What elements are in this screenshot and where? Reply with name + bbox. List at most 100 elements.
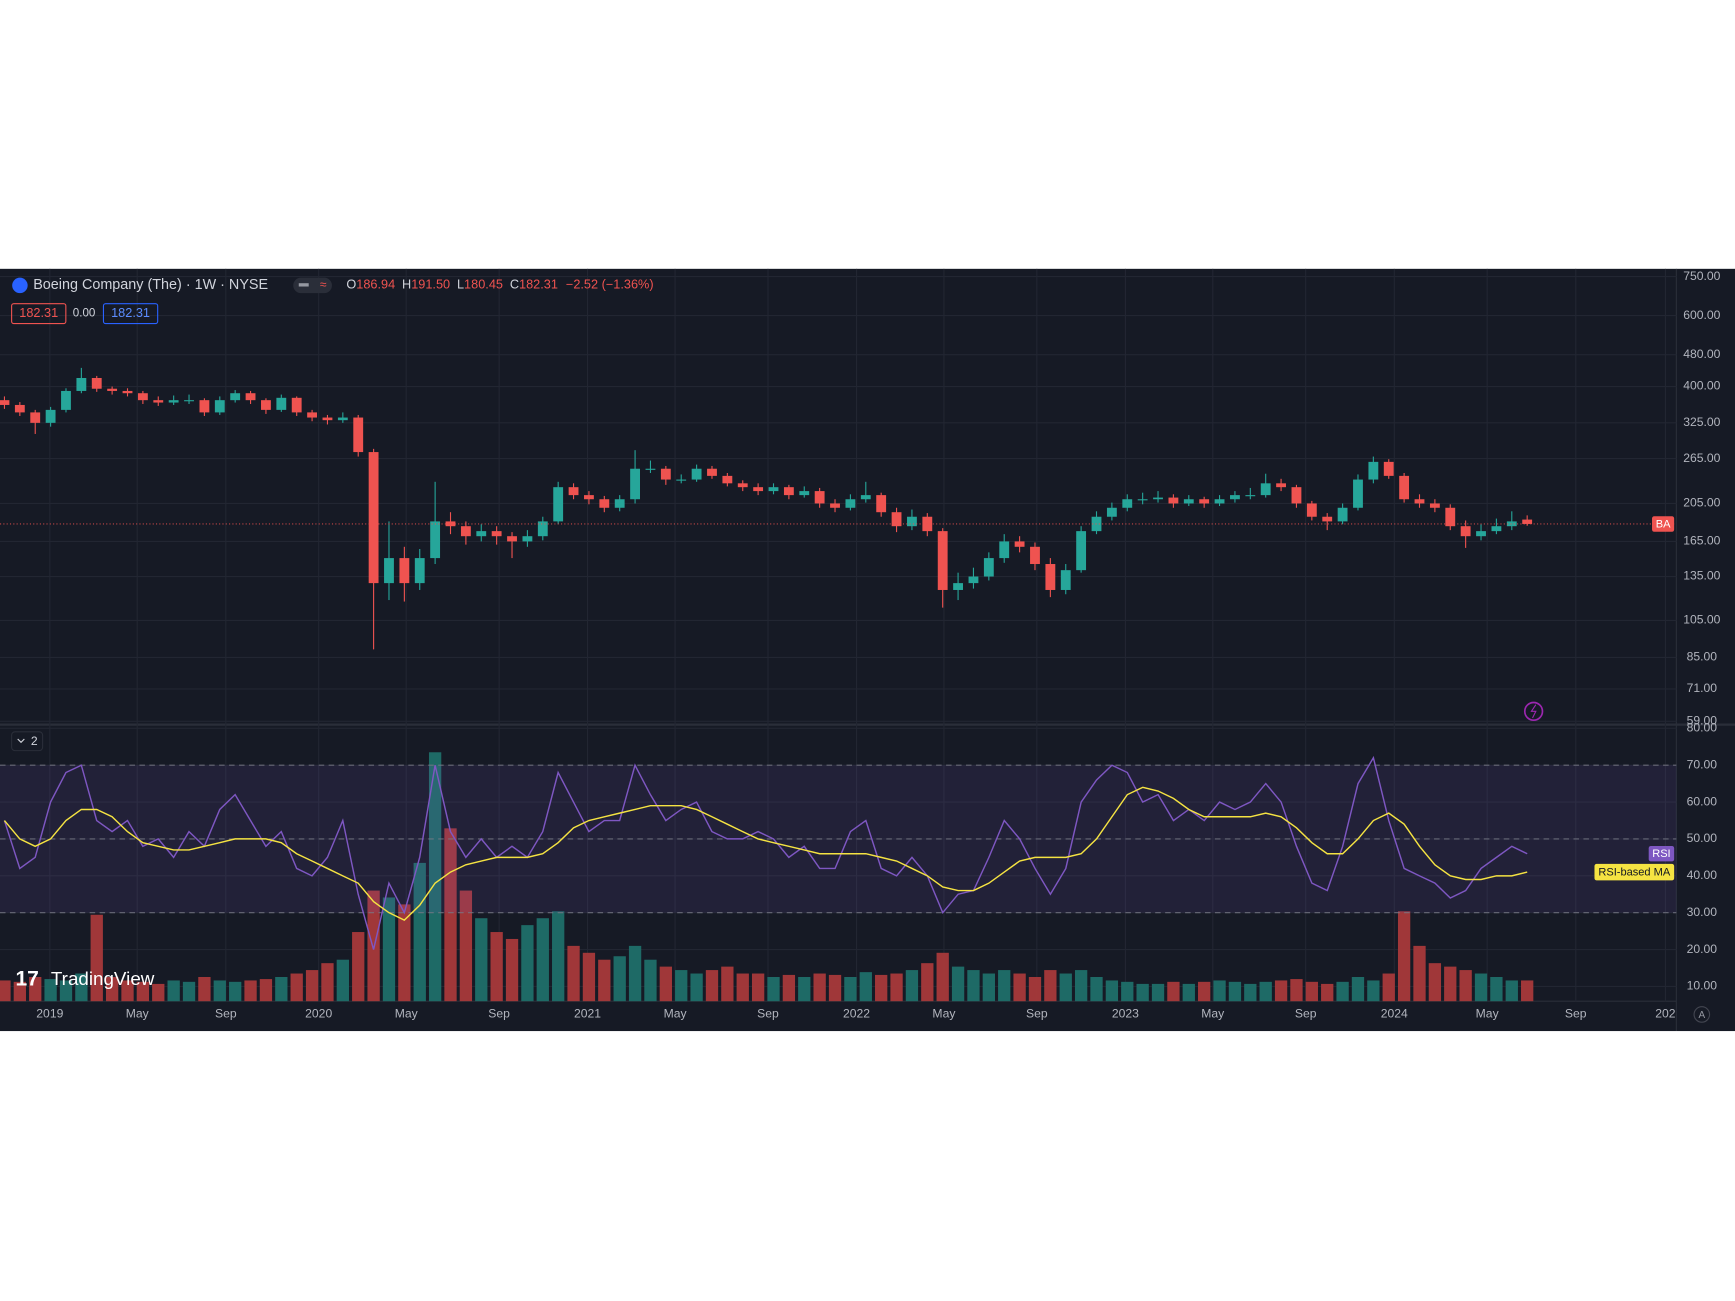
ohlc-value: 191.50 [411, 277, 450, 292]
pane-collapse[interactable] [11, 731, 44, 752]
y-tick-label: 85.00 [1687, 650, 1718, 664]
candle-body [860, 495, 871, 500]
candle-body [337, 417, 348, 421]
x-tick-label: May [932, 1007, 956, 1021]
candle-body [460, 526, 471, 537]
volume-bar [259, 979, 273, 1002]
ohlc-value: 186.94 [356, 277, 395, 292]
candle-body [553, 487, 564, 522]
y-tick-label: 600.00 [1683, 308, 1720, 322]
candle-body [1060, 570, 1071, 590]
candle-body [830, 503, 840, 508]
collapse-arrow [17, 738, 25, 744]
volume-bar [229, 981, 242, 1002]
candle-body [1076, 531, 1087, 571]
volume-bar [352, 932, 365, 1002]
candle-body [430, 521, 441, 559]
ohlc-label: H [402, 277, 411, 292]
volume-bar [613, 956, 626, 1002]
candle-body [522, 536, 533, 542]
volume-bar [1305, 981, 1318, 1002]
volume-bar [1182, 983, 1195, 1002]
candle-body [584, 495, 594, 500]
sell-button[interactable] [11, 303, 67, 325]
candle-body [307, 412, 318, 418]
candle-body [368, 452, 379, 584]
candle-body [1506, 521, 1517, 527]
volume-bar [59, 980, 73, 1002]
candle-body [1399, 475, 1410, 500]
rsi-ma-line [3, 786, 1528, 921]
spread: 0.00 [73, 307, 96, 320]
candle-body [968, 576, 979, 584]
volume-bar [152, 983, 165, 1002]
volume-bar [1397, 911, 1411, 1002]
toggle-icon [298, 283, 309, 287]
volume-bar [1521, 980, 1534, 1002]
volume-bar [305, 970, 319, 1002]
volume-bar [690, 973, 703, 1002]
volume-bar [905, 970, 919, 1002]
toggle-icon: ≈ [320, 278, 327, 292]
candle-body [1276, 483, 1286, 488]
y-tick-label: 265.00 [1683, 451, 1720, 465]
volume-bar [1259, 981, 1272, 1002]
candle-body [61, 390, 71, 410]
buy-button[interactable] [102, 303, 159, 325]
candle-body [0, 400, 10, 405]
candle-body [1014, 541, 1025, 547]
candle-body [983, 558, 994, 577]
symbol-icon [12, 277, 28, 294]
volume-bar [1321, 983, 1334, 1002]
volume-bar [1459, 970, 1472, 1002]
volume-bar [1044, 970, 1057, 1002]
volume-bar [798, 976, 811, 1002]
candle-body [491, 531, 502, 537]
symbol-label-box [1652, 516, 1675, 532]
candle-body [1137, 499, 1148, 501]
candle-body [953, 583, 963, 590]
candle-body [214, 400, 225, 413]
candle-body [245, 393, 256, 401]
volume-bar [1490, 976, 1503, 1002]
x-tick-label: 2020 [305, 1007, 332, 1021]
candle-body [1045, 564, 1056, 590]
y-tick-label: 325.00 [1683, 415, 1720, 429]
rsi-ma-tag-box [1594, 863, 1675, 881]
candle-body [753, 487, 764, 492]
volume-bar [1028, 976, 1042, 1002]
candle-body [722, 475, 733, 484]
rsi-tick-label: 60.00 [1687, 794, 1718, 808]
volume-bar [1505, 980, 1518, 1002]
candle-body [891, 512, 902, 527]
volume-bar [44, 979, 57, 1002]
alert-icon[interactable] [1523, 701, 1544, 722]
ohlc-value: 182.31 [519, 277, 558, 292]
candle-body [384, 558, 394, 584]
candle-body [814, 491, 825, 504]
x-tick-label: 2023 [1112, 1007, 1139, 1021]
rsi-tick-label: 50.00 [1687, 831, 1718, 845]
visibility-toggle[interactable] [293, 277, 332, 294]
auto-scale-icon: A [1698, 1010, 1705, 1021]
volume-bar [828, 974, 842, 1002]
x-tick-label: Sep [757, 1007, 779, 1021]
candle-body [645, 468, 656, 470]
volume-bar [198, 976, 211, 1002]
logo-mark: 17 [15, 968, 38, 991]
y-tick-label: 105.00 [1683, 613, 1720, 627]
volume-bar [105, 976, 119, 1002]
volume-bar [1213, 980, 1226, 1002]
x-tick-label: 202 [1655, 1007, 1676, 1021]
auto-scale-button[interactable] [1693, 1006, 1711, 1023]
candle-body [1199, 499, 1210, 504]
symbol-label: BA [1656, 518, 1671, 530]
volume-bar [659, 966, 672, 1002]
x-tick-label: Sep [1565, 1007, 1587, 1021]
candle-body [1491, 526, 1502, 532]
volume-bar [1151, 983, 1165, 1002]
candle-body [76, 377, 87, 391]
volume-bar [505, 938, 519, 1002]
candle-body [1245, 495, 1256, 497]
ohlc-value: 180.45 [464, 277, 503, 292]
